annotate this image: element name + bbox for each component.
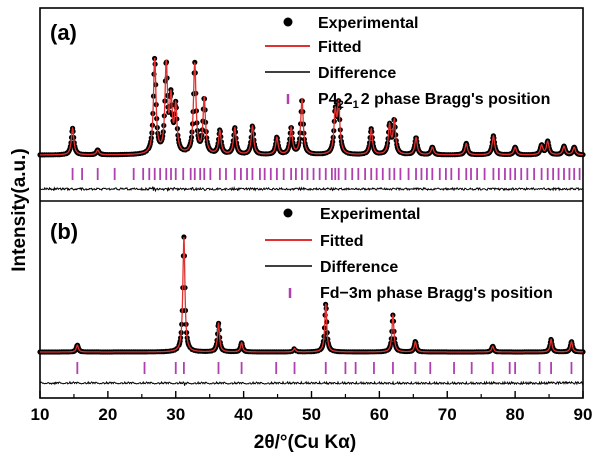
legend-a-bragg-sub2: 1 — [353, 99, 359, 111]
x-axis-title-alpha: α — [338, 432, 350, 453]
x-tick-label-60: 60 — [370, 405, 389, 424]
experimental-point-b-1000 — [580, 349, 586, 355]
x-tick-label-80: 80 — [506, 405, 525, 424]
legend-b-experimental-marker — [283, 208, 293, 218]
legend-b-difference: Difference — [320, 259, 398, 276]
x-axis-title: 2θ/°(Cu Kα) — [254, 432, 356, 453]
x-tick-label-20: 20 — [98, 405, 117, 424]
fitted-curve-a — [40, 57, 584, 156]
legend-a-bragg-mid: 2 — [344, 91, 353, 108]
panel-b-data — [37, 234, 586, 386]
x-axis-ticks: 10 20 30 40 50 60 70 80 90 — [31, 391, 593, 424]
legend-a-bragg: P4221 2 phase Bragg's position — [318, 91, 550, 111]
legend-b-fitted: Fitted — [320, 233, 364, 250]
x-tick-label-10: 10 — [31, 405, 50, 424]
panel-a-label: (a) — [50, 20, 77, 45]
x-tick-label-40: 40 — [234, 405, 253, 424]
y-axis-title: Intensity(a.u.) — [9, 148, 30, 272]
legend-b-bragg: Fd−3m phase Bragg's position — [320, 285, 553, 302]
legend-a-bragg-sub1: 2 — [338, 99, 344, 111]
panel-b-legend: Experimental Fitted Difference Fd−3m pha… — [265, 206, 553, 302]
legend-a-fitted: Fitted — [318, 39, 362, 56]
panel-a-data — [37, 55, 586, 193]
legend-a-experimental: Experimental — [318, 15, 418, 32]
experimental-point-a-1000 — [580, 152, 586, 158]
x-axis-title-main: 2θ/°(Cu K — [254, 432, 339, 453]
legend-a-bragg-post: 2 phase Bragg's position — [361, 91, 551, 108]
x-axis-title-end: ) — [350, 432, 356, 453]
x-tick-label-70: 70 — [438, 405, 457, 424]
difference-curve-a — [39, 185, 584, 193]
legend-a-bragg-pre: P4 — [318, 91, 338, 108]
x-tick-label-90: 90 — [574, 405, 593, 424]
difference-curve-b — [39, 380, 584, 386]
fitted-curve-b — [40, 237, 583, 353]
legend-a-experimental-marker — [283, 17, 293, 27]
panel-b-label: (b) — [50, 219, 78, 244]
experimental-point-b-265 — [181, 234, 187, 240]
legend-b-experimental: Experimental — [320, 206, 420, 223]
x-tick-label-50: 50 — [302, 405, 321, 424]
x-tick-label-30: 30 — [166, 405, 185, 424]
panel-a-legend: Experimental Fitted Difference P4221 2 ph… — [265, 15, 550, 111]
legend-a-difference: Difference — [318, 65, 396, 82]
